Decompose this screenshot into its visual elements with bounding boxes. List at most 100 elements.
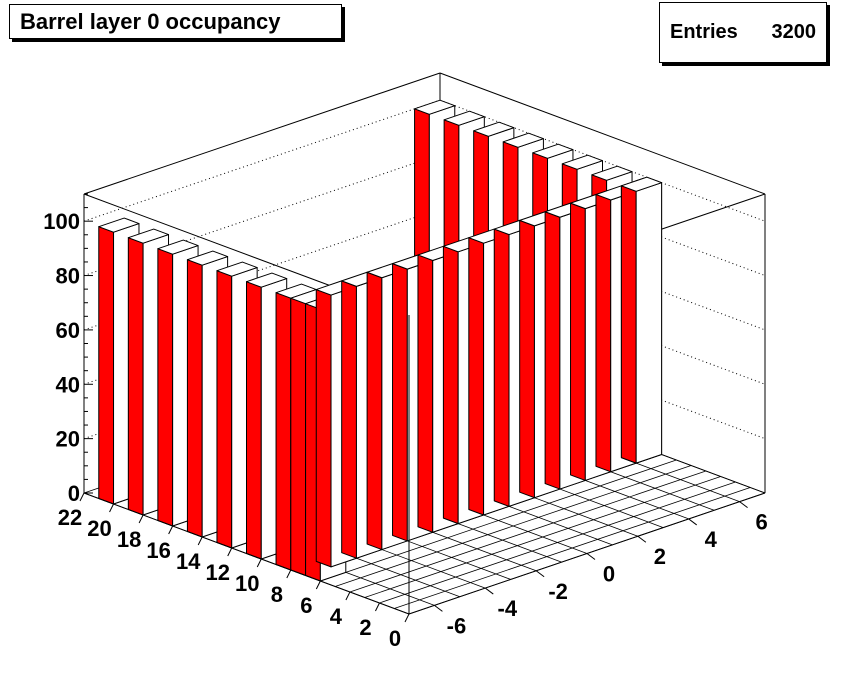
y-tick	[637, 535, 647, 543]
frame-edge	[439, 72, 766, 195]
y-tick	[484, 587, 494, 595]
y-tick	[586, 553, 596, 560]
stats-value: 3200	[771, 21, 817, 43]
bar-top-face	[561, 154, 603, 170]
z-tick-label: 20	[56, 427, 80, 452]
bar-top-face	[98, 217, 140, 233]
bar-top-face	[127, 228, 170, 244]
bar-side-face	[127, 237, 144, 516]
x-tick-label: 18	[117, 527, 141, 552]
z-gridline	[439, 208, 766, 331]
stats-box: Entries 3200	[659, 2, 827, 63]
bar-top-face	[186, 250, 229, 266]
x-tick-label: 16	[146, 538, 170, 563]
bar-side-face	[544, 211, 561, 490]
bar-side-face	[620, 185, 637, 464]
z-gridline	[83, 99, 441, 222]
bar-side-face	[98, 226, 115, 505]
bar-top-face	[532, 143, 574, 159]
x-tick	[256, 558, 262, 568]
x-tick	[404, 613, 410, 623]
bar-top-face	[620, 176, 663, 192]
y-tick-label: -4	[498, 596, 518, 621]
x-tick	[375, 602, 380, 612]
bar-side-face	[290, 297, 307, 576]
z-gridline	[83, 208, 441, 331]
bar-side-face	[442, 245, 459, 525]
z-gridline	[439, 154, 766, 277]
bar-top-face	[591, 165, 633, 181]
z-tick-label: 40	[56, 372, 80, 397]
x-tick-label: 10	[235, 571, 259, 596]
bar	[620, 176, 663, 464]
y-tick-label: 2	[654, 544, 666, 569]
bar-side-face	[275, 292, 292, 571]
x-tick	[315, 580, 321, 590]
axes-layer: 0204060801000246810121416182022-6-4-2024…	[43, 193, 768, 651]
z-gridline	[83, 154, 441, 277]
bar-top-face	[216, 261, 258, 277]
x-tick-label: 6	[300, 593, 312, 618]
z-gridline	[439, 99, 766, 222]
z-gridline	[439, 262, 766, 385]
bar-side-face	[519, 219, 535, 499]
x-tick-label: 2	[359, 615, 371, 640]
bar-top-face	[443, 110, 485, 126]
stats-label: Entries	[670, 21, 738, 43]
x-tick-label: 20	[87, 516, 111, 541]
bar-side-face	[468, 237, 485, 516]
x-tick-label: 22	[58, 505, 82, 530]
z-tick-label: 0	[68, 481, 80, 506]
x-tick	[345, 591, 351, 601]
x-tick-label: 8	[271, 582, 283, 607]
z-tick-label: 60	[56, 318, 80, 343]
bar-side-face	[570, 202, 586, 481]
bar-side-face	[157, 248, 174, 527]
x-tick	[109, 503, 114, 513]
z-gridline	[439, 317, 766, 440]
bar-top-face	[157, 239, 199, 255]
x-tick-label: 0	[389, 626, 401, 651]
chart-title: Barrel layer 0 occupancy	[9, 4, 342, 39]
x-tick	[286, 569, 292, 579]
x-tick	[168, 525, 174, 535]
y-tick	[535, 570, 545, 578]
x-tick	[138, 514, 144, 524]
bar-side-face	[417, 254, 434, 533]
y-tick	[739, 501, 748, 509]
bar-side-face	[392, 263, 408, 542]
bar-top-face	[414, 99, 456, 115]
x-tick	[79, 492, 85, 502]
z-tick-label: 80	[56, 264, 80, 289]
y-tick-label: 6	[755, 510, 767, 535]
x-tick	[197, 536, 203, 546]
z-tick-label: 100	[43, 209, 80, 234]
x-tick-label: 12	[205, 560, 229, 585]
bar-top-face	[502, 132, 544, 148]
y-tick-label: -2	[548, 579, 568, 604]
x-axis	[83, 492, 410, 615]
y-tick-label: 4	[705, 527, 718, 552]
y-tick	[434, 604, 443, 612]
frame-edge	[83, 72, 441, 195]
bar-front-face	[635, 182, 663, 464]
bar-side-face	[315, 289, 332, 568]
bar-side-face	[366, 271, 383, 551]
bar-side-face	[216, 270, 233, 549]
x-tick	[227, 547, 233, 557]
y-tick-label: -6	[447, 613, 467, 638]
x-tick-label: 4	[330, 604, 343, 629]
y-tick	[688, 518, 698, 526]
bar-side-face	[341, 280, 357, 559]
bar-side-face	[595, 193, 612, 473]
bar-top-face	[246, 272, 288, 288]
x-tick-label: 14	[176, 549, 201, 574]
y-tick-label: 0	[603, 562, 615, 587]
bar-side-face	[493, 228, 510, 507]
bars-layer	[98, 99, 663, 582]
bar-side-face	[186, 259, 203, 538]
bar-side-face	[246, 281, 262, 560]
bar-top-face	[473, 121, 515, 137]
